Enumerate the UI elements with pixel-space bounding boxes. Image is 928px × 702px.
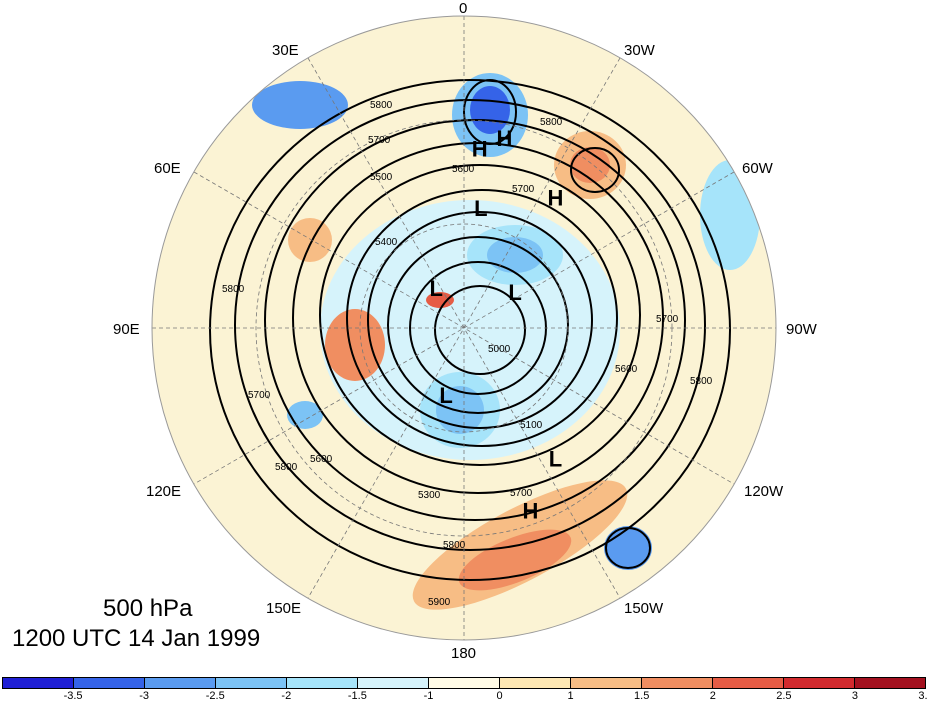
low-pressure-center: L <box>474 196 487 221</box>
anomaly-blue-region <box>252 81 348 129</box>
anomaly-red-region <box>325 309 385 381</box>
longitude-label-30w: 30W <box>624 42 655 59</box>
anomaly-blue-region <box>436 386 484 434</box>
longitude-label-120w: 120W <box>744 483 784 500</box>
colorbar-segment <box>287 678 358 688</box>
contour-label: 5000 <box>488 344 511 355</box>
contour-label: 5700 <box>512 184 535 195</box>
colorbar-tick-label: 3.5 <box>918 690 928 702</box>
contour-5200 <box>387 236 569 414</box>
low-pressure-center: L <box>508 280 521 305</box>
colorbar-segment <box>784 678 855 688</box>
contour-label: 5100 <box>520 420 543 431</box>
contour-5900 <box>209 79 731 581</box>
anomaly-red-region <box>426 292 454 308</box>
colorbar-segment <box>358 678 429 688</box>
contour-label: 5600 <box>615 364 638 375</box>
colorbar-segment <box>216 678 287 688</box>
colorbar <box>2 677 926 689</box>
contour-label: 5700 <box>248 390 271 401</box>
colorbar-tick-label: 0 <box>496 690 503 702</box>
high-pressure-center: H <box>496 126 512 151</box>
contour-label: 5600 <box>310 454 333 465</box>
contour-5300 <box>367 211 593 429</box>
colorbar-tick-label: -1.5 <box>347 690 367 702</box>
contour-label: 5400 <box>375 237 398 248</box>
colorbar-tick-label: 1 <box>567 690 574 702</box>
colorbar-segment <box>642 678 713 688</box>
longitude-label-60e: 60E <box>154 160 181 177</box>
colorbar-tick-label: 3 <box>851 690 858 702</box>
contour-label: 5800 <box>690 376 713 387</box>
anomaly-red-region <box>288 218 332 262</box>
colorbar-tick-label: -3.5 <box>63 690 83 702</box>
valid-time-caption: 1200 UTC 14 Jan 1999 <box>12 625 261 652</box>
polar-map: 5800 5700 5600 5500 5700 5400 5800 5700 … <box>151 15 777 641</box>
longitude-label-150e: 150E <box>266 600 302 617</box>
contour-label: 5300 <box>418 490 441 501</box>
contour-5500 <box>319 164 641 466</box>
low-pressure-center: L <box>439 383 452 408</box>
longitude-label-150w: 150W <box>624 600 664 617</box>
contour-label: 5800 <box>275 462 298 473</box>
map-boundary <box>151 15 777 641</box>
longitude-label-30e: 30E <box>272 42 299 59</box>
longitude-label-180: 180 <box>451 645 477 662</box>
longitude-label-0: 0 <box>459 0 468 17</box>
contour-5800 <box>234 99 706 551</box>
contour-high <box>570 147 620 193</box>
contour-label: 5800 <box>540 117 563 128</box>
colorbar-segment <box>429 678 500 688</box>
height-contours <box>209 79 731 581</box>
longitude-label-120e: 120E <box>146 483 182 500</box>
contour-5400 <box>346 189 618 447</box>
contour-label: 5800 <box>222 284 245 295</box>
colorbar-tick-label: -3 <box>139 690 150 702</box>
anomaly-blue-region <box>287 401 323 429</box>
colorbar-segment <box>3 678 74 688</box>
colorbar-segment <box>500 678 571 688</box>
contour-label: 5700 <box>656 314 679 325</box>
high-pressure-center: H <box>522 498 538 523</box>
colorbar-segment <box>74 678 145 688</box>
contour-label: 5800 <box>370 100 393 111</box>
contour-label: 5500 <box>370 172 393 183</box>
contour-5600 <box>292 142 664 494</box>
high-pressure-center: H <box>472 136 488 161</box>
high-pressure-center: H <box>548 185 564 210</box>
contour-label: 5700 <box>510 488 533 499</box>
longitude-label-90w: 90W <box>786 321 817 338</box>
contour-label: 5600 <box>452 164 475 175</box>
colorbar-tick-label: -1 <box>423 690 434 702</box>
contour-label: 5700 <box>368 135 391 146</box>
anomaly-blue-region <box>487 237 543 273</box>
colorbar-segment <box>145 678 216 688</box>
anomaly-blue-region <box>604 526 652 570</box>
pressure-level-caption: 500 hPa <box>103 595 193 622</box>
colorbar-tick-label: -2 <box>281 690 292 702</box>
contour-5000 <box>434 285 526 375</box>
contour-low <box>463 79 517 145</box>
colorbar-segment <box>855 678 925 688</box>
contour-value-labels: 5800 5700 5600 5500 5700 5400 5800 5700 … <box>222 100 713 608</box>
colorbar-segment <box>571 678 642 688</box>
low-pressure-center: L <box>549 447 562 472</box>
graticule <box>152 16 776 640</box>
colorbar-tick-label: 2.5 <box>776 690 792 702</box>
longitude-label-90e: 90E <box>113 321 140 338</box>
contour-low <box>605 527 651 569</box>
contour-label: 5900 <box>428 597 451 608</box>
anomaly-red-region <box>458 529 572 591</box>
colorbar-tick-label: 2 <box>709 690 716 702</box>
colorbar-tick-label: -2.5 <box>205 690 225 702</box>
colorbar-tick-label: 1.5 <box>634 690 650 702</box>
contour-label: 5800 <box>443 540 466 551</box>
anomaly-red-region <box>570 147 610 183</box>
colorbar-segment <box>713 678 784 688</box>
low-pressure-center: L <box>429 276 442 301</box>
longitude-label-60w: 60W <box>742 160 773 177</box>
